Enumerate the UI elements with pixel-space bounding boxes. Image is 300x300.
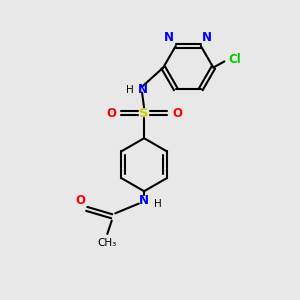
Text: H: H <box>154 199 162 209</box>
Text: N: N <box>202 32 212 44</box>
Text: O: O <box>172 107 182 120</box>
Text: CH₃: CH₃ <box>98 238 117 248</box>
Text: O: O <box>75 194 85 207</box>
Text: H: H <box>126 85 134 94</box>
Text: O: O <box>106 107 116 120</box>
Text: N: N <box>164 32 174 44</box>
Text: S: S <box>139 107 149 120</box>
Text: N: N <box>138 83 148 96</box>
Text: Cl: Cl <box>228 53 241 66</box>
Text: N: N <box>139 194 148 207</box>
